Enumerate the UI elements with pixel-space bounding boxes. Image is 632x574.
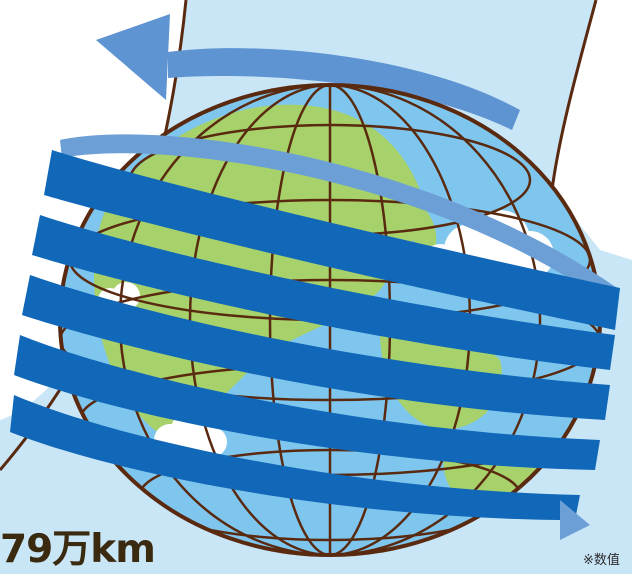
band-1 xyxy=(44,150,620,330)
band-3 xyxy=(22,275,610,420)
wrap-bands xyxy=(10,134,620,540)
distance-label: 79万km xyxy=(0,527,156,572)
footnote-text: ※数值 xyxy=(583,553,620,568)
panel-outline-right xyxy=(550,0,598,191)
band-tail-arrow xyxy=(560,500,590,540)
band-5 xyxy=(10,395,580,520)
band-2 xyxy=(32,215,615,370)
land-islands xyxy=(412,200,437,255)
band-4 xyxy=(14,335,600,470)
band-back-1 xyxy=(60,134,620,305)
curved-arrow-icon xyxy=(96,14,520,130)
